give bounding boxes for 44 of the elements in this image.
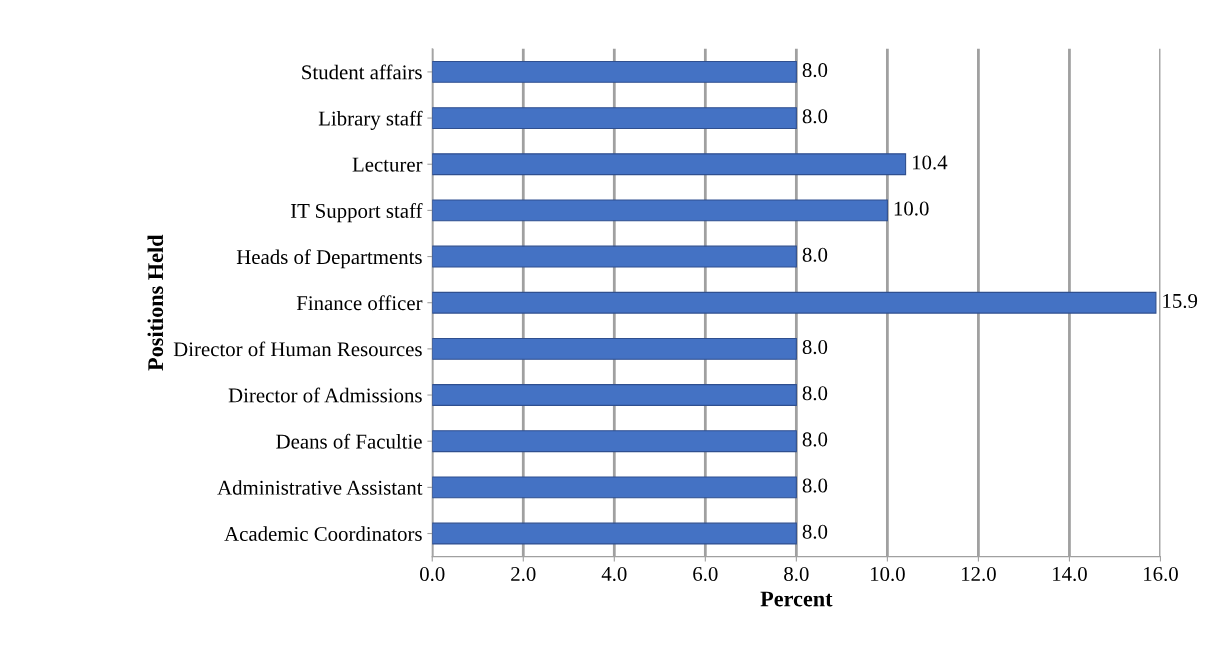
bar bbox=[432, 476, 797, 499]
bar bbox=[432, 199, 888, 222]
data-label: 10.4 bbox=[912, 155, 948, 170]
x-tick-label: 10.0 bbox=[870, 566, 905, 582]
data-label: 8.0 bbox=[802, 63, 828, 78]
x-tick-label: 6.0 bbox=[693, 566, 718, 582]
data-label: 15.9 bbox=[1163, 293, 1198, 309]
bar bbox=[432, 291, 1157, 314]
x-tick-label: 12.0 bbox=[962, 566, 996, 582]
y-tick-label: Finance officer bbox=[296, 295, 423, 311]
bar bbox=[432, 153, 907, 176]
bar bbox=[432, 245, 797, 268]
data-label: 8.0 bbox=[802, 432, 828, 447]
y-tick-label: Lecturer bbox=[352, 157, 423, 172]
bar bbox=[432, 60, 797, 83]
data-label: 8.0 bbox=[802, 386, 828, 401]
bar bbox=[432, 384, 797, 406]
x-axis-title: Percent bbox=[760, 591, 833, 607]
bar bbox=[432, 430, 797, 453]
bar bbox=[432, 337, 797, 360]
y-tick-label: Director of Human Resources bbox=[173, 341, 422, 357]
x-tick-label: 8.0 bbox=[784, 566, 809, 582]
data-label: 8.0 bbox=[802, 247, 828, 262]
y-tick-label: Deans of Facultie bbox=[276, 433, 422, 449]
y-tick-label: Academic Coordinators bbox=[224, 526, 422, 541]
data-label: 8.0 bbox=[802, 524, 828, 539]
y-tick-label: IT Support staff bbox=[290, 203, 423, 223]
x-tick-label: 14.0 bbox=[1053, 566, 1087, 582]
data-label: 10.0 bbox=[894, 201, 929, 216]
data-label: 8.0 bbox=[802, 340, 828, 355]
x-tick-label: 2.0 bbox=[511, 566, 536, 582]
y-tick-label: Heads of Departments bbox=[236, 249, 422, 269]
data-label: 8.0 bbox=[802, 109, 828, 124]
y-tick-label: Director of Admissions bbox=[228, 387, 422, 403]
y-tick-label: Library staff bbox=[318, 110, 423, 130]
y-axis-title: Positions Held bbox=[147, 234, 164, 371]
x-tick-label: 0.0 bbox=[420, 566, 445, 582]
bar bbox=[432, 107, 797, 130]
y-tick-label: Administrative Assistant bbox=[217, 480, 423, 495]
bar bbox=[432, 522, 797, 545]
data-label: 8.0 bbox=[802, 478, 828, 493]
y-tick-label: Student affairs bbox=[302, 64, 422, 80]
x-tick-label: 16.0 bbox=[1144, 566, 1178, 582]
x-tick-label: 4.0 bbox=[601, 566, 627, 582]
